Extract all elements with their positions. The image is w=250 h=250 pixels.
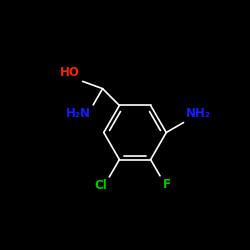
Text: HO: HO: [60, 66, 80, 79]
Text: Cl: Cl: [94, 180, 107, 192]
Text: NH₂: NH₂: [186, 107, 211, 120]
Text: F: F: [162, 178, 170, 191]
Text: H₂N: H₂N: [66, 108, 91, 120]
